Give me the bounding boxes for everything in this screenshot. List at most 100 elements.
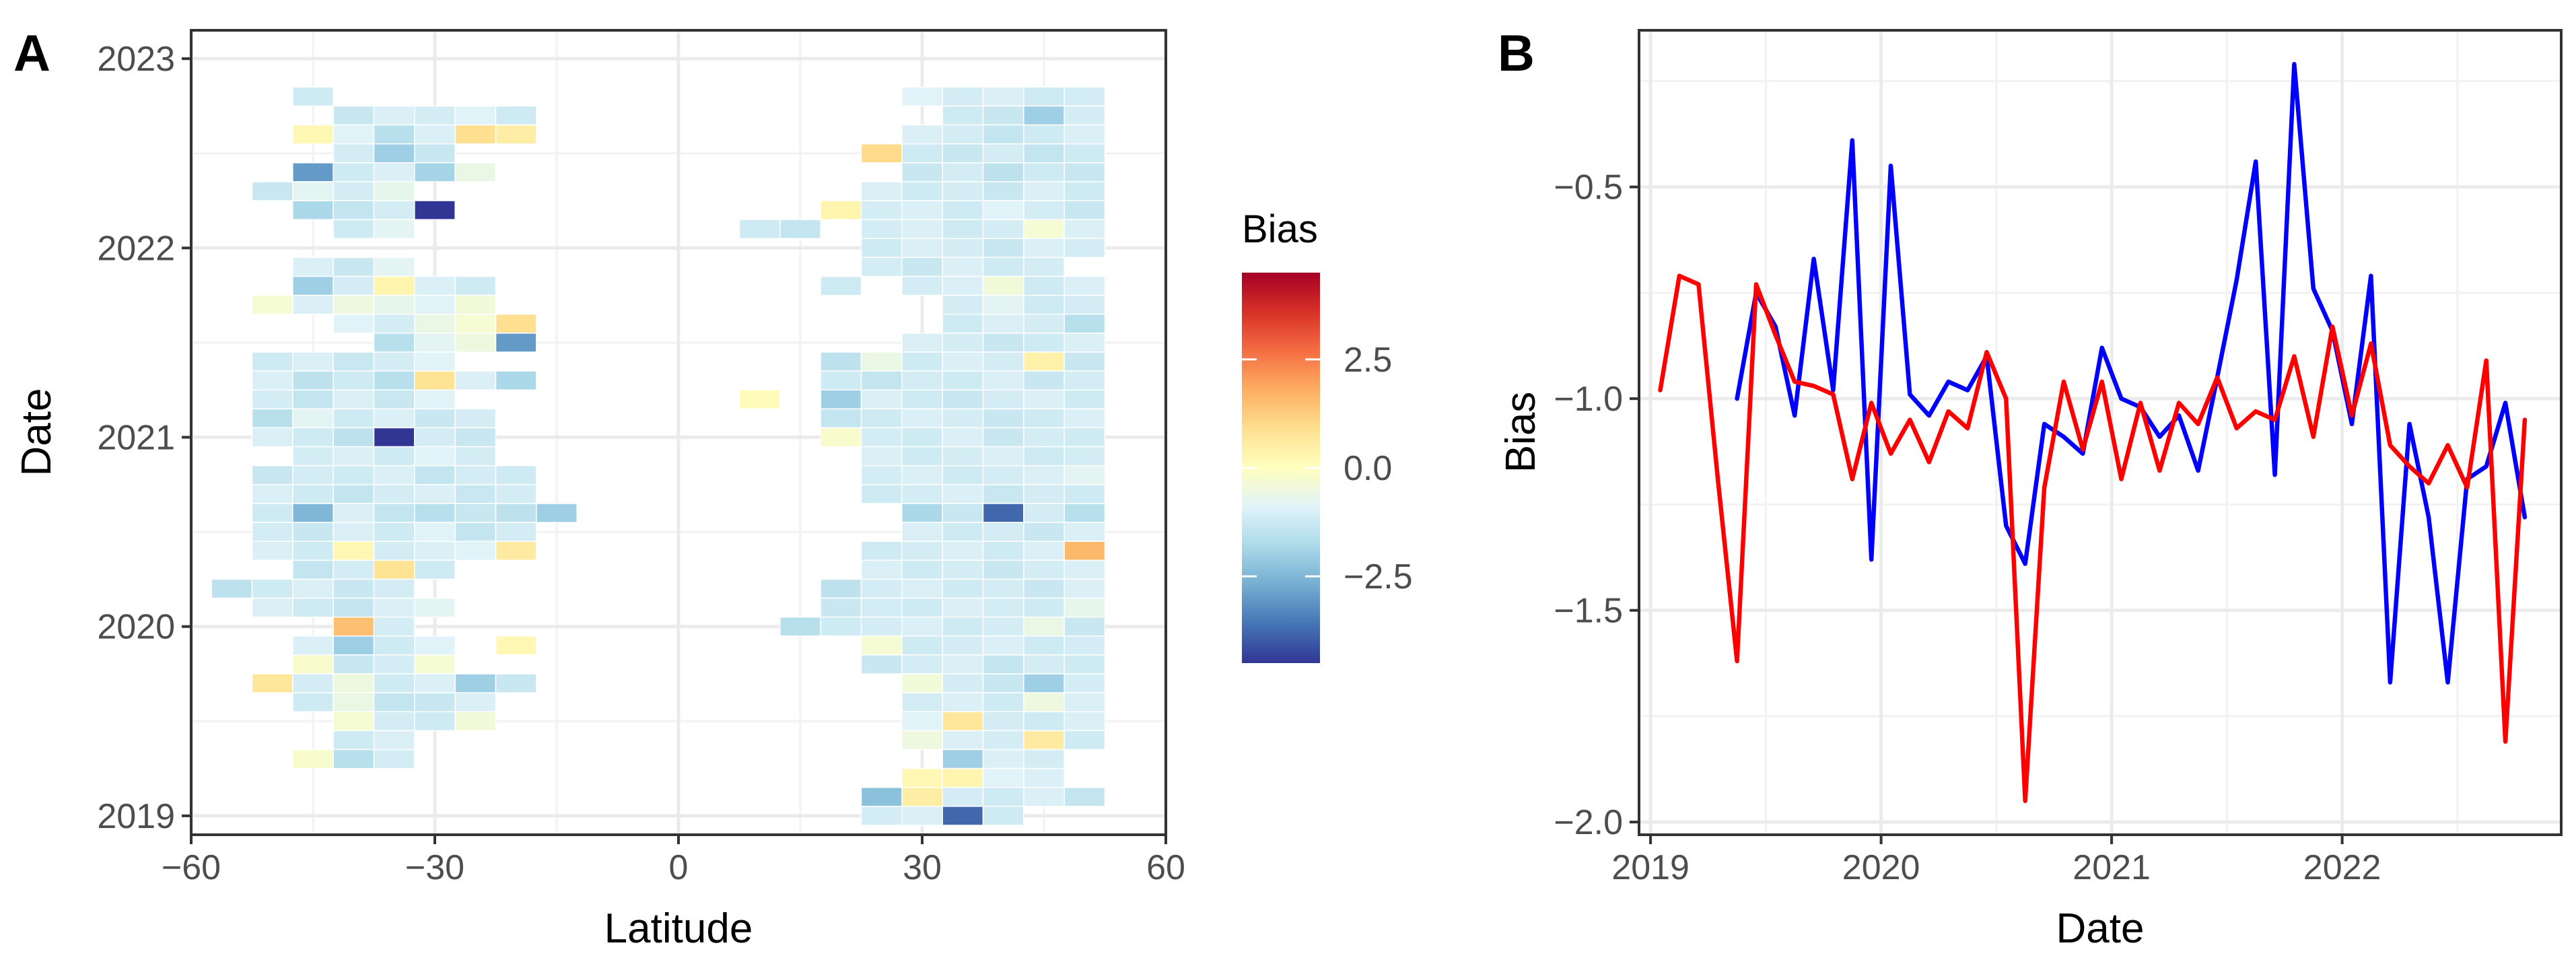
panel-a-x-axis: −60 −30 0 30 60 (162, 835, 1185, 887)
heatmap-cell (373, 408, 415, 429)
panel-b-x-tick-label: 2020 (1842, 848, 1920, 887)
heatmap-cell (292, 635, 334, 656)
heatmap-cell (1023, 749, 1065, 769)
heatmap-cell (292, 464, 334, 485)
heatmap-cell (373, 294, 415, 315)
heatmap-cell (982, 541, 1024, 561)
heatmap-cell (414, 200, 456, 220)
heatmap-cell (1064, 238, 1106, 259)
heatmap-cell (292, 181, 334, 201)
heatmap-cell (454, 446, 497, 467)
heatmap-cell (454, 294, 497, 315)
series-line-red (1658, 273, 2528, 803)
heatmap-cell (373, 692, 415, 712)
heatmap-cell (333, 559, 375, 580)
heatmap-cell (1023, 256, 1065, 277)
heatmap-cell (901, 124, 943, 145)
heatmap-cell (414, 351, 456, 372)
heatmap-cell (901, 238, 943, 259)
heatmap-cell (1064, 541, 1106, 561)
heatmap-cell (1064, 351, 1106, 372)
heatmap-cell (454, 105, 497, 126)
heatmap-cell (901, 692, 943, 712)
heatmap-cell (901, 503, 943, 523)
heatmap-cell (901, 464, 943, 485)
heatmap-cell (1064, 200, 1106, 220)
heatmap-cell (982, 786, 1024, 807)
heatmap-cell (495, 673, 537, 693)
heatmap-cell (414, 484, 456, 504)
heatmap-cell (1023, 333, 1065, 353)
heatmap-cell (982, 86, 1024, 107)
heatmap-cell (495, 541, 537, 561)
heatmap-cell (333, 616, 375, 637)
heatmap-cell (373, 181, 415, 201)
heatmap-cell (1064, 294, 1106, 315)
legend-tick-label: 2.5 (1344, 341, 1392, 380)
panel-a-x-tick-label: 0 (669, 848, 689, 887)
heatmap-cell (292, 484, 334, 504)
heatmap-cell (901, 654, 943, 675)
panel-a-letter: A (13, 25, 50, 82)
heatmap-cell (942, 806, 984, 826)
heatmap-cell (942, 427, 984, 448)
heatmap-cell (414, 654, 456, 675)
heatmap-cell (982, 616, 1024, 637)
heatmap-cell (251, 427, 293, 448)
heatmap-cell (1023, 711, 1065, 732)
heatmap-cell (820, 427, 862, 448)
heatmap-cell (333, 692, 375, 712)
heatmap-cell (1064, 673, 1106, 693)
heatmap-cell (982, 711, 1024, 732)
heatmap-cell (495, 105, 537, 126)
heatmap-cell (333, 730, 375, 751)
heatmap-cell (1023, 408, 1065, 429)
heatmap-cell (942, 314, 984, 334)
heatmap-cell (982, 578, 1024, 599)
heatmap-cell (901, 200, 943, 220)
heatmap-cell (820, 370, 862, 390)
heatmap-cell (373, 105, 415, 126)
heatmap-cell (901, 446, 943, 467)
heatmap-cell (1064, 616, 1106, 637)
heatmap-cell (942, 767, 984, 788)
heatmap-cell (373, 314, 415, 334)
heatmap-cell (982, 219, 1024, 240)
heatmap-cell (495, 635, 537, 656)
heatmap-cell (860, 238, 903, 259)
heatmap-cell (1064, 219, 1106, 240)
heatmap-cell (333, 578, 375, 599)
heatmap-cell (1023, 86, 1065, 107)
heatmap-cell (901, 673, 943, 693)
heatmap-cell (292, 200, 334, 220)
heatmap-cell (373, 673, 415, 693)
heatmap-cell (1064, 635, 1106, 656)
heatmap-cell (901, 219, 943, 240)
heatmap-cell (860, 597, 903, 618)
heatmap-cell (942, 162, 984, 182)
heatmap-cell (942, 294, 984, 315)
heatmap-cell (333, 181, 375, 201)
panel-a-y-tick-label: 2022 (97, 229, 175, 268)
heatmap-cell (942, 275, 984, 296)
heatmap-cell (454, 408, 497, 429)
heatmap-cell (414, 389, 456, 410)
panel-a-x-tick-label: 60 (1146, 848, 1185, 887)
heatmap-cell (982, 484, 1024, 504)
heatmap-cell (1064, 786, 1106, 807)
heatmap-cell (901, 635, 943, 656)
heatmap-cell (1023, 200, 1065, 220)
heatmap-cell (942, 238, 984, 259)
heatmap-cell (982, 370, 1024, 390)
heatmap-cell (942, 635, 984, 656)
heatmap-cell (982, 673, 1024, 693)
heatmap-cell (901, 541, 943, 561)
heatmap-cell (982, 124, 1024, 145)
heatmap-cell (373, 333, 415, 353)
heatmap-cell (414, 294, 456, 315)
heatmap-cell (1064, 105, 1106, 126)
heatmap-cell (333, 749, 375, 769)
heatmap-cell (942, 124, 984, 145)
panel-a-heatmap-cells (211, 86, 1106, 826)
